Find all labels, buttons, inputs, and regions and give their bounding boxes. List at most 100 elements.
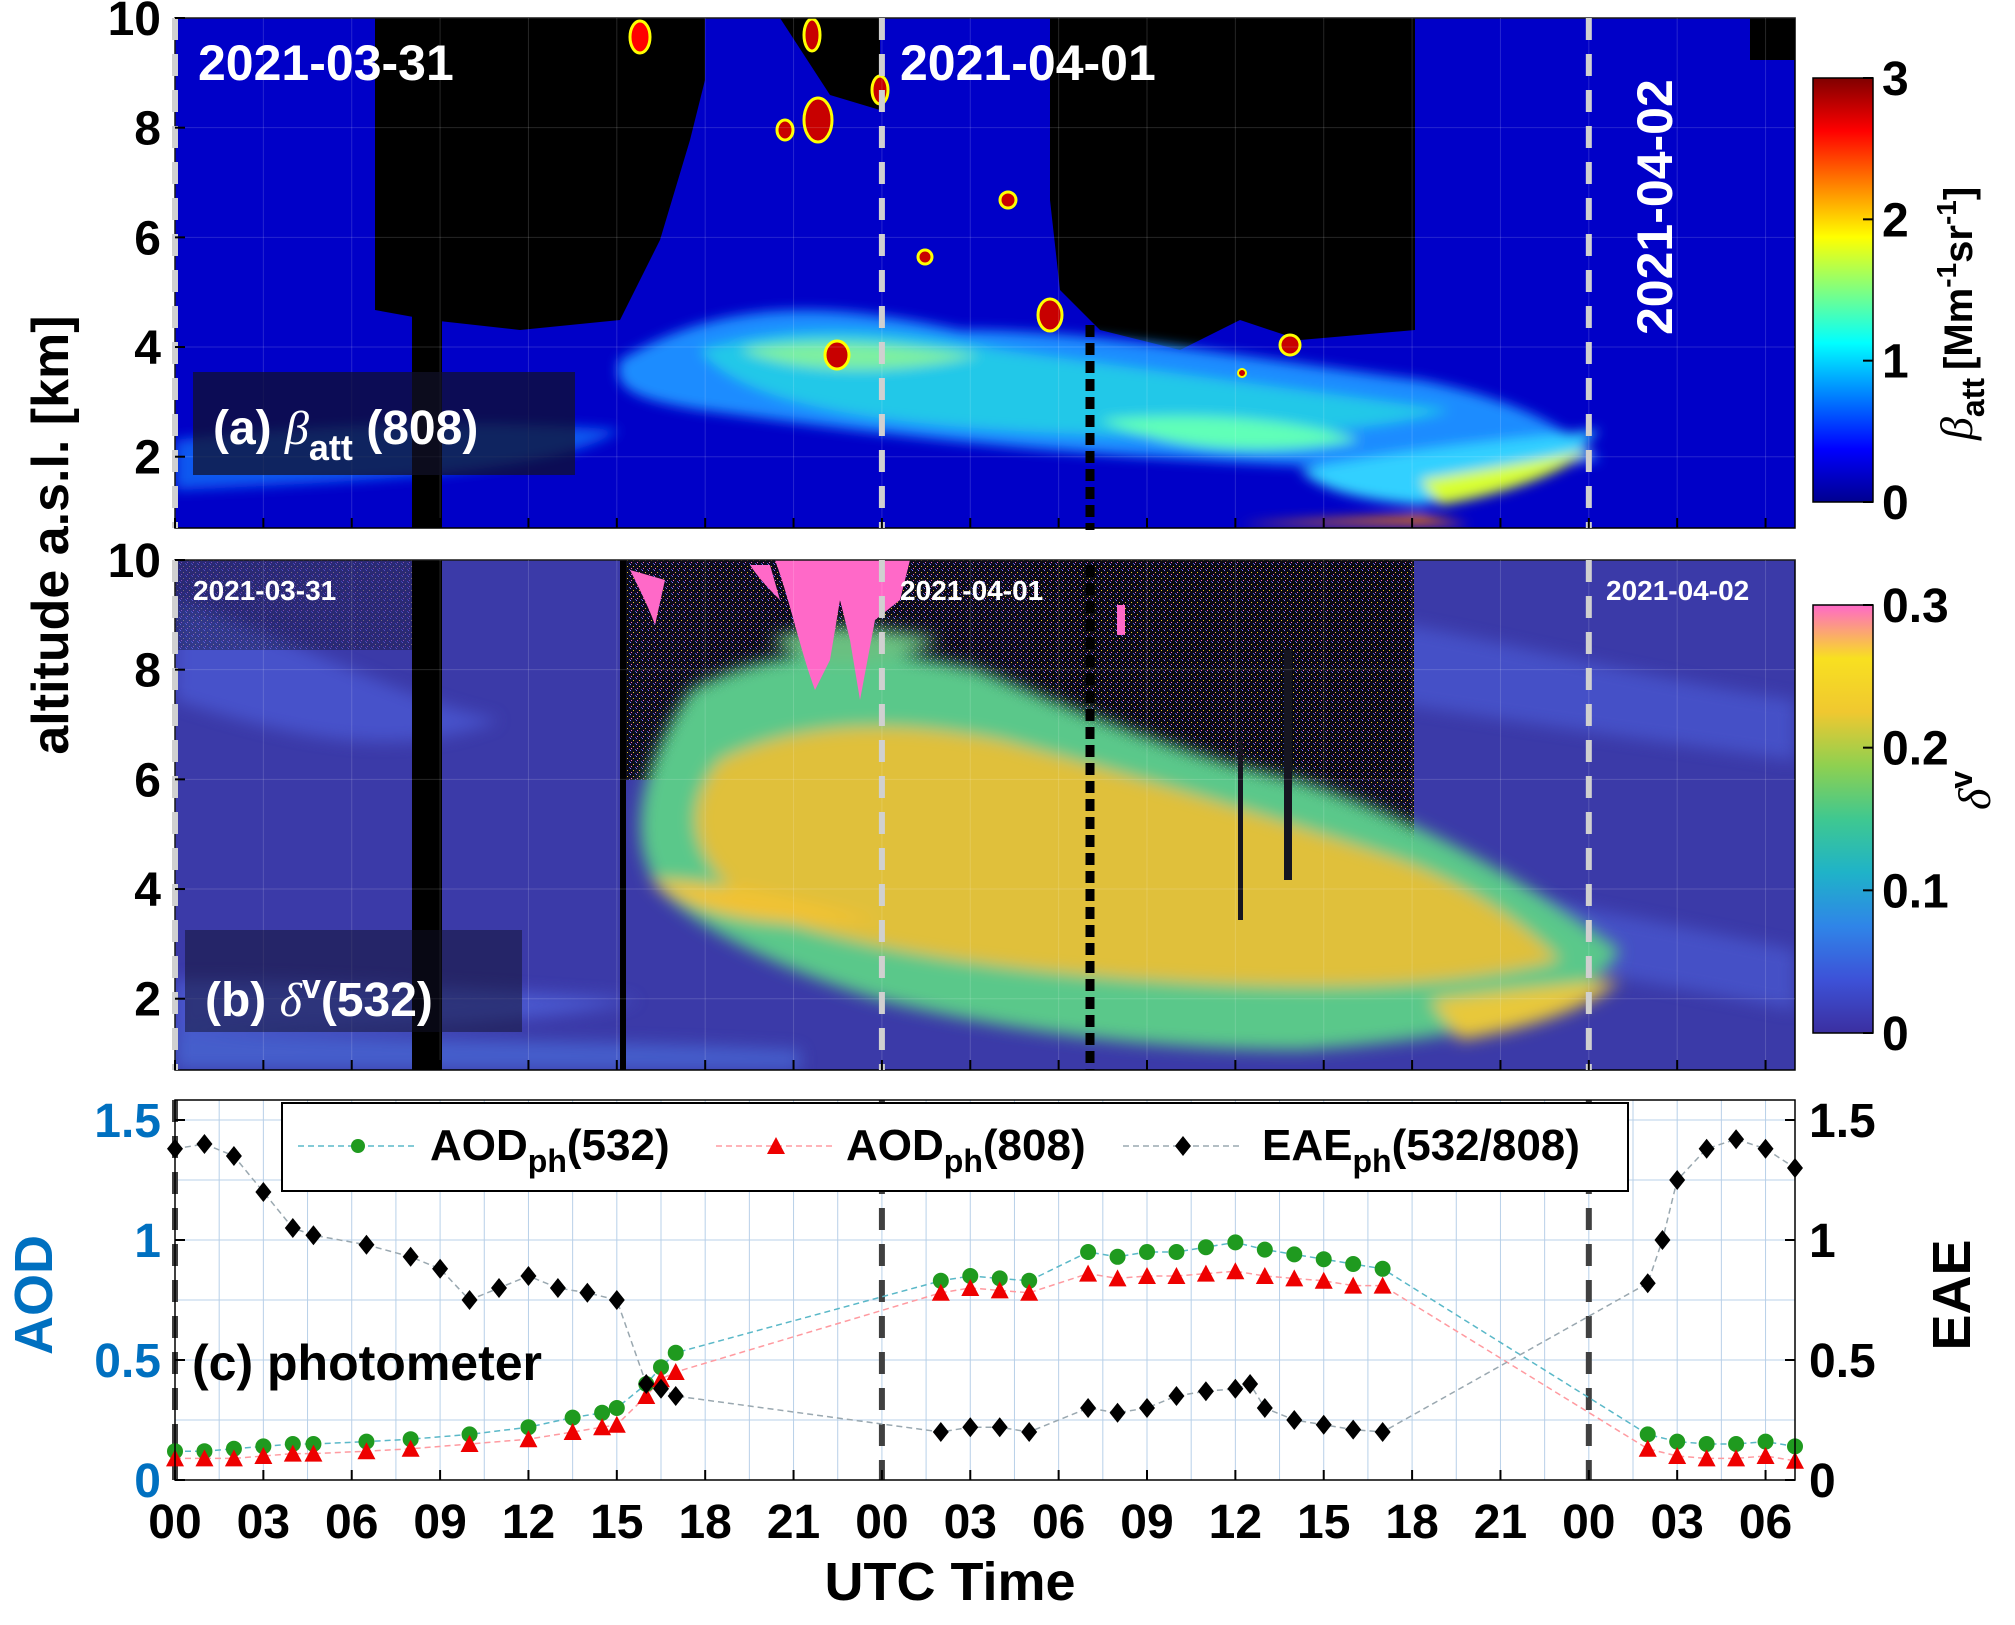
eae-point <box>225 1146 242 1166</box>
panel-b-label-symbol: δ <box>280 974 303 1027</box>
aod808-point <box>990 1281 1009 1299</box>
x-tick-label: 18 <box>678 1496 731 1549</box>
aod532-point <box>1139 1244 1155 1260</box>
aod532-point <box>1021 1272 1038 1289</box>
eae-point <box>402 1246 419 1267</box>
eae-point <box>520 1266 537 1286</box>
panel-b-label-sup: v <box>302 968 321 1006</box>
panel-c-frame <box>174 1099 1796 1481</box>
eae-point <box>1168 1386 1185 1406</box>
eae-point <box>1639 1273 1656 1294</box>
aod532-point <box>1374 1260 1391 1277</box>
legend-marker-diamond <box>1175 1136 1191 1156</box>
eae-point <box>196 1134 213 1154</box>
y-tick-label: 2 <box>134 432 161 485</box>
aod808-point <box>1668 1447 1687 1464</box>
legend-2-sub: ph <box>1352 1143 1391 1179</box>
aod808-point <box>593 1418 612 1436</box>
aod532-point <box>653 1359 669 1376</box>
panel-b-cloud-signal <box>630 560 1292 920</box>
eae-point <box>1374 1422 1391 1442</box>
panel-a-label-symbol: β <box>284 402 309 455</box>
panel-a-day-boundaries <box>172 18 1592 528</box>
aod532-point <box>1345 1256 1362 1272</box>
legend-box <box>281 1102 1629 1192</box>
aod532-point <box>1639 1426 1656 1443</box>
panel-a-x-ticks <box>174 518 1767 528</box>
aod808-point <box>1226 1262 1245 1280</box>
eae-point <box>1757 1138 1774 1159</box>
aod532-point <box>991 1270 1008 1287</box>
eae-point <box>255 1182 272 1202</box>
y-tick-label-right: 1.5 <box>1809 1095 1876 1148</box>
aod532-point <box>1698 1436 1715 1452</box>
aod808-point <box>460 1435 479 1452</box>
aod532-point <box>564 1409 581 1426</box>
x-tick-label: 15 <box>590 1496 643 1549</box>
aod808-point <box>519 1430 538 1448</box>
panel-a-date-2: 2021-04-01 <box>900 35 1156 91</box>
eae-point <box>608 1290 625 1310</box>
x-tick-label: 21 <box>1474 1496 1527 1549</box>
panel-b-day-boundaries <box>172 560 1592 1070</box>
x-tick-label: 06 <box>1739 1496 1792 1549</box>
legend-1-base: AOD <box>846 1121 944 1170</box>
panel-b-date-2: 2021-04-01 <box>900 575 1043 606</box>
aod532-point <box>1728 1436 1745 1452</box>
panel-b-label-prefix: (b) <box>205 974 280 1027</box>
panel-c-ylabel-right: EAE <box>1922 1239 1982 1350</box>
eae-point <box>358 1234 375 1255</box>
eae-point <box>1139 1398 1155 1418</box>
aod808-point <box>1196 1264 1215 1282</box>
y-tick-label-right: 0.5 <box>1809 1335 1876 1388</box>
panel-a-no-signal-region <box>375 18 1795 350</box>
colorbar-tick-label: 0 <box>1882 1008 1909 1061</box>
eae-point <box>653 1378 669 1399</box>
y-tick-label: 4 <box>134 322 161 375</box>
colorbar-a-sub: att <box>1955 378 1991 417</box>
colorbar-a-unit-c: ] <box>1937 187 1981 200</box>
colorbar-a-symbol: β <box>1931 417 1982 441</box>
eae-point <box>1669 1170 1686 1190</box>
x-tick-label: 06 <box>1032 1496 1085 1549</box>
aod808-point <box>1285 1269 1304 1287</box>
panel-c-y-ticks-left: 0 0.5 1 1.5 <box>94 1095 185 1508</box>
colorbar-a-sup1: -1 <box>1931 263 1962 288</box>
panel-a-y-ticks: 2 4 6 8 10 <box>108 0 185 485</box>
eae-point <box>1256 1398 1273 1418</box>
aod808-point <box>1756 1447 1775 1464</box>
legend-item-aod808: AODph(808) <box>716 1121 1086 1179</box>
eae-point <box>1227 1378 1244 1399</box>
colorbar-b-sup: v <box>1943 771 1979 789</box>
aod808-point <box>283 1444 302 1462</box>
panel-c-label: (c) photometer <box>192 1335 542 1391</box>
eae-point <box>432 1258 449 1279</box>
shared-y-axis-label: altitude a.s.l. [km] <box>22 315 80 754</box>
aod808-point <box>304 1444 323 1462</box>
colorbar-tick-label: 0.1 <box>1882 865 1949 918</box>
eae-point <box>491 1278 507 1298</box>
legend-marker-triangle <box>767 1137 785 1154</box>
legend-2-tail: (532/808) <box>1392 1121 1580 1170</box>
y-tick-label: 10 <box>108 535 161 588</box>
aod532-point <box>667 1344 684 1361</box>
x-tick-label: 21 <box>767 1496 820 1549</box>
aod532-point <box>402 1431 419 1448</box>
aod808-point <box>563 1423 582 1440</box>
eae-point <box>1242 1374 1259 1394</box>
x-tick-label: 06 <box>325 1496 378 1549</box>
legend-label-aod808: AODph(808) <box>846 1121 1086 1179</box>
panel-b-colorbar-ticks: 0 0.1 0.2 0.3 <box>1863 580 1949 1061</box>
colorbar-tick-label: 2 <box>1882 194 1909 247</box>
colorbar-a-unit-a: [Mm <box>1937 288 1981 370</box>
colorbar-tick-label: 1 <box>1882 336 1909 389</box>
x-tick-label: 03 <box>237 1496 290 1549</box>
aod532-point <box>1286 1246 1303 1263</box>
aod532-point <box>520 1419 537 1436</box>
aod808-point <box>1373 1276 1392 1294</box>
legend-1-sub: ph <box>944 1143 983 1179</box>
colorbar-tick-label: 0.2 <box>1882 723 1949 776</box>
aod532-point <box>608 1400 625 1416</box>
